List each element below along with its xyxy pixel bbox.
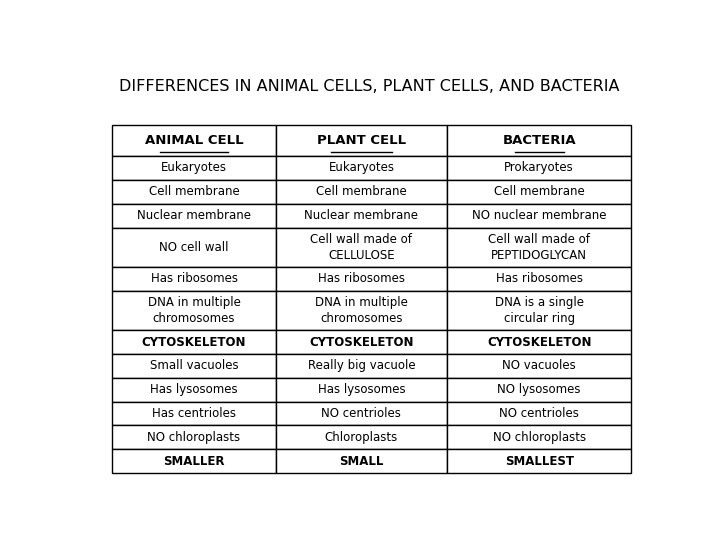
- Text: PLANT CELL: PLANT CELL: [317, 134, 406, 147]
- Text: Has centrioles: Has centrioles: [152, 407, 236, 420]
- Bar: [447, 204, 631, 227]
- Text: ANIMAL CELL: ANIMAL CELL: [145, 134, 243, 147]
- Text: NO chloroplasts: NO chloroplasts: [492, 431, 585, 444]
- Bar: [447, 378, 631, 402]
- Text: CYTOSKELETON: CYTOSKELETON: [309, 335, 414, 348]
- Bar: [447, 227, 631, 267]
- Text: Has ribosomes: Has ribosomes: [495, 272, 582, 285]
- Text: Has lysosomes: Has lysosomes: [150, 383, 238, 396]
- Text: Cell membrane: Cell membrane: [148, 185, 240, 198]
- Text: Chloroplasts: Chloroplasts: [325, 431, 398, 444]
- Bar: [112, 156, 276, 180]
- Bar: [276, 402, 447, 426]
- Text: NO centrioles: NO centrioles: [321, 407, 401, 420]
- Bar: [447, 267, 631, 291]
- Bar: [112, 402, 276, 426]
- Bar: [276, 125, 447, 156]
- Text: NO centrioles: NO centrioles: [499, 407, 579, 420]
- Bar: [447, 291, 631, 330]
- Bar: [447, 449, 631, 473]
- Bar: [112, 125, 276, 156]
- Bar: [112, 227, 276, 267]
- Bar: [276, 291, 447, 330]
- Text: Has lysosomes: Has lysosomes: [318, 383, 405, 396]
- Bar: [112, 378, 276, 402]
- Text: CYTOSKELETON: CYTOSKELETON: [487, 335, 591, 348]
- Bar: [112, 449, 276, 473]
- Bar: [447, 402, 631, 426]
- Bar: [112, 180, 276, 204]
- Bar: [447, 330, 631, 354]
- Text: Eukaryotes: Eukaryotes: [328, 161, 395, 174]
- Bar: [276, 449, 447, 473]
- Bar: [447, 426, 631, 449]
- Bar: [447, 180, 631, 204]
- Text: Really big vacuole: Really big vacuole: [307, 359, 415, 373]
- Bar: [112, 291, 276, 330]
- Bar: [276, 330, 447, 354]
- Text: SMALL: SMALL: [339, 455, 384, 468]
- Bar: [447, 125, 631, 156]
- Text: NO cell wall: NO cell wall: [159, 241, 229, 254]
- Bar: [447, 156, 631, 180]
- Text: DNA is a single
circular ring: DNA is a single circular ring: [495, 296, 584, 325]
- Bar: [276, 378, 447, 402]
- Bar: [276, 426, 447, 449]
- Text: Eukaryotes: Eukaryotes: [161, 161, 227, 174]
- Text: BACTERIA: BACTERIA: [503, 134, 576, 147]
- Text: Has ribosomes: Has ribosomes: [150, 272, 238, 285]
- Bar: [447, 354, 631, 378]
- Text: CYTOSKELETON: CYTOSKELETON: [142, 335, 246, 348]
- Text: NO lysosomes: NO lysosomes: [498, 383, 581, 396]
- Text: Cell wall made of
PEPTIDOGLYCAN: Cell wall made of PEPTIDOGLYCAN: [488, 233, 590, 262]
- Text: Small vacuoles: Small vacuoles: [150, 359, 238, 373]
- Text: DIFFERENCES IN ANIMAL CELLS, PLANT CELLS, AND BACTERIA: DIFFERENCES IN ANIMAL CELLS, PLANT CELLS…: [119, 79, 619, 94]
- Text: NO nuclear membrane: NO nuclear membrane: [472, 209, 606, 222]
- Bar: [112, 426, 276, 449]
- Text: SMALLER: SMALLER: [163, 455, 225, 468]
- Bar: [112, 204, 276, 227]
- Bar: [112, 330, 276, 354]
- Bar: [276, 267, 447, 291]
- Text: Nuclear membrane: Nuclear membrane: [137, 209, 251, 222]
- Bar: [112, 267, 276, 291]
- Text: SMALLEST: SMALLEST: [505, 455, 574, 468]
- Bar: [276, 204, 447, 227]
- Bar: [276, 180, 447, 204]
- Bar: [276, 227, 447, 267]
- Bar: [112, 354, 276, 378]
- Text: DNA in multiple
chromosomes: DNA in multiple chromosomes: [315, 296, 408, 325]
- Text: NO chloroplasts: NO chloroplasts: [148, 431, 240, 444]
- Text: DNA in multiple
chromosomes: DNA in multiple chromosomes: [148, 296, 240, 325]
- Bar: [276, 354, 447, 378]
- Text: Cell wall made of
CELLULOSE: Cell wall made of CELLULOSE: [310, 233, 413, 262]
- Text: Cell membrane: Cell membrane: [316, 185, 407, 198]
- Text: Cell membrane: Cell membrane: [494, 185, 585, 198]
- Text: Nuclear membrane: Nuclear membrane: [305, 209, 418, 222]
- Text: NO vacuoles: NO vacuoles: [503, 359, 576, 373]
- Text: Prokaryotes: Prokaryotes: [504, 161, 574, 174]
- Text: Has ribosomes: Has ribosomes: [318, 272, 405, 285]
- Bar: [276, 156, 447, 180]
